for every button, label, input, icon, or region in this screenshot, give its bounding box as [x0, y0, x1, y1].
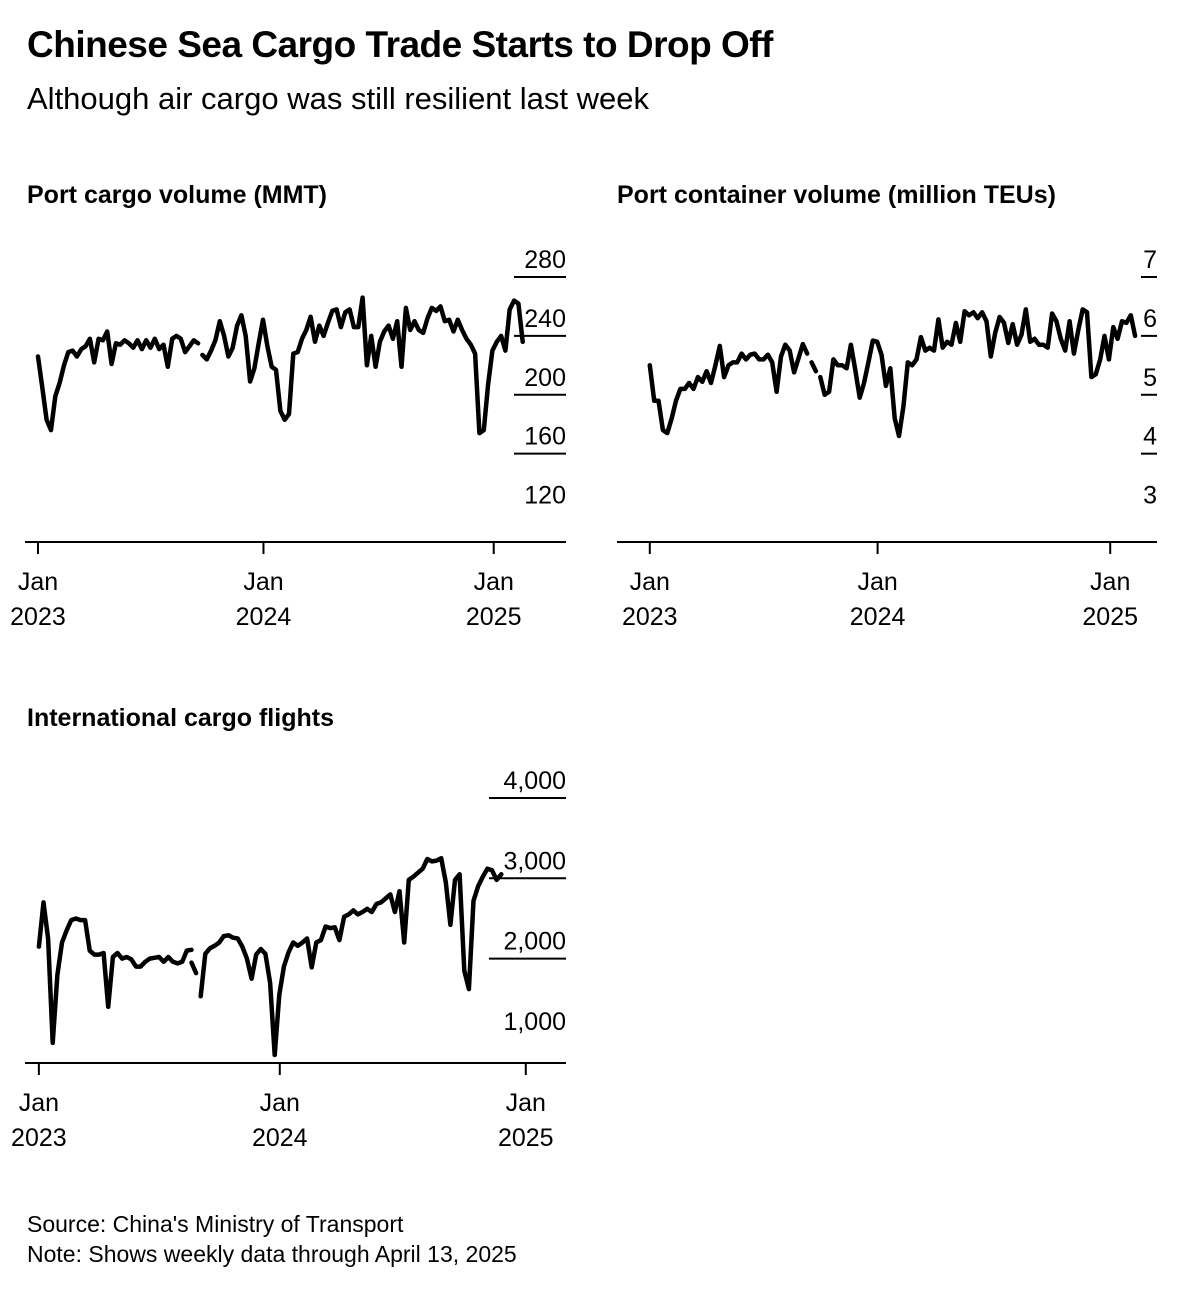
series-line — [35, 329, 201, 433]
x-tick: Jan 2025 — [1082, 542, 1138, 631]
x-tick-label: 2023 — [622, 603, 678, 631]
chart-title-port-container: Port container volume (million TEUs) — [617, 181, 1056, 209]
y-tick-label: 3 — [1143, 482, 1157, 510]
y-tick-label: 240 — [524, 305, 566, 333]
x-tick-label: Jan — [260, 1089, 300, 1117]
y-tick: 3 — [1143, 482, 1157, 510]
port-cargo-volume-chart: 120 160 200 240 280 Jan 2023 Jan 2024 Jan 2025 — [10, 246, 566, 631]
y-tick: 6 — [1141, 305, 1157, 337]
x-tick-label: Jan — [630, 568, 670, 596]
y-tick-label: 5 — [1143, 364, 1157, 392]
x-tick-label: Jan — [1090, 568, 1130, 596]
x-tick-label: 2025 — [466, 603, 522, 631]
x-tick: Jan 2024 — [252, 1063, 308, 1152]
y-tick-label: 6 — [1143, 305, 1157, 333]
y-tick: 4 — [1141, 423, 1157, 455]
x-tick-label: 2025 — [1082, 603, 1138, 631]
x-tick: Jan 2025 — [498, 1063, 554, 1152]
x-tick-label: 2024 — [252, 1124, 308, 1152]
x-tick: Jan 2024 — [850, 542, 906, 631]
y-tick: 120 — [524, 482, 566, 510]
y-tick: 280 — [514, 246, 566, 278]
y-tick-label: 1,000 — [503, 1008, 566, 1036]
y-tick: 7 — [1141, 246, 1157, 278]
y-tick: 200 — [514, 364, 566, 396]
y-tick-label: 280 — [524, 246, 566, 274]
x-tick: Jan 2025 — [466, 542, 522, 631]
x-tick-label: Jan — [19, 1089, 59, 1117]
x-tick-label: Jan — [18, 568, 58, 596]
x-tick-label: 2025 — [498, 1124, 554, 1152]
x-tick-label: 2024 — [850, 603, 906, 631]
series-line — [36, 900, 194, 1046]
x-tick-label: Jan — [243, 568, 283, 596]
footnote: Note: Shows weekly data through April 13… — [27, 1241, 517, 1267]
x-tick-label: Jan — [506, 1089, 546, 1117]
y-tick: 5 — [1141, 364, 1157, 396]
x-tick: Jan 2023 — [622, 542, 678, 631]
x-tick: Jan 2024 — [236, 542, 292, 631]
series-line — [200, 295, 525, 436]
y-tick-label: 160 — [524, 423, 566, 451]
y-tick: 3,000 — [489, 847, 566, 880]
page-subtitle: Although air cargo was still resilient l… — [27, 81, 649, 116]
chart-title-cargo-flights: International cargo flights — [27, 704, 334, 732]
x-tick-label: Jan — [857, 568, 897, 596]
x-tick-label: Jan — [474, 568, 514, 596]
y-tick-label: 120 — [524, 482, 566, 510]
series-line — [818, 307, 1138, 439]
series-line — [189, 960, 199, 976]
y-tick-label: 3,000 — [503, 847, 566, 875]
y-tick-label: 2,000 — [503, 928, 566, 956]
series-line — [809, 360, 819, 374]
y-tick-label: 200 — [524, 364, 566, 392]
y-tick: 4,000 — [489, 767, 566, 799]
y-tick-label: 7 — [1143, 246, 1157, 274]
y-tick-label: 4,000 — [503, 767, 566, 795]
y-tick: 1,000 — [503, 1008, 566, 1036]
port-container-volume-chart: 3 4 5 6 7 Jan 2023 Jan 2024 Jan 2025 — [617, 246, 1157, 631]
international-cargo-flights-chart: 1,000 2,000 3,000 4,000 Jan 2023 Jan 2024 Jan 202… — [11, 767, 566, 1152]
x-tick: Jan 2023 — [10, 542, 66, 631]
source-note: Source: China's Ministry of Transport — [27, 1211, 404, 1237]
x-tick-label: 2023 — [11, 1124, 67, 1152]
series-line — [647, 341, 810, 436]
series-line — [198, 855, 504, 1058]
y-tick-label: 4 — [1143, 423, 1157, 451]
chart-title-port-cargo: Port cargo volume (MMT) — [27, 181, 328, 209]
x-tick-label: 2024 — [236, 603, 292, 631]
y-tick: 2,000 — [489, 928, 566, 960]
x-tick-label: 2023 — [10, 603, 66, 631]
y-tick: 160 — [514, 423, 566, 455]
x-tick: Jan 2023 — [11, 1063, 67, 1152]
page-title: Chinese Sea Cargo Trade Starts to Drop O… — [27, 24, 773, 65]
